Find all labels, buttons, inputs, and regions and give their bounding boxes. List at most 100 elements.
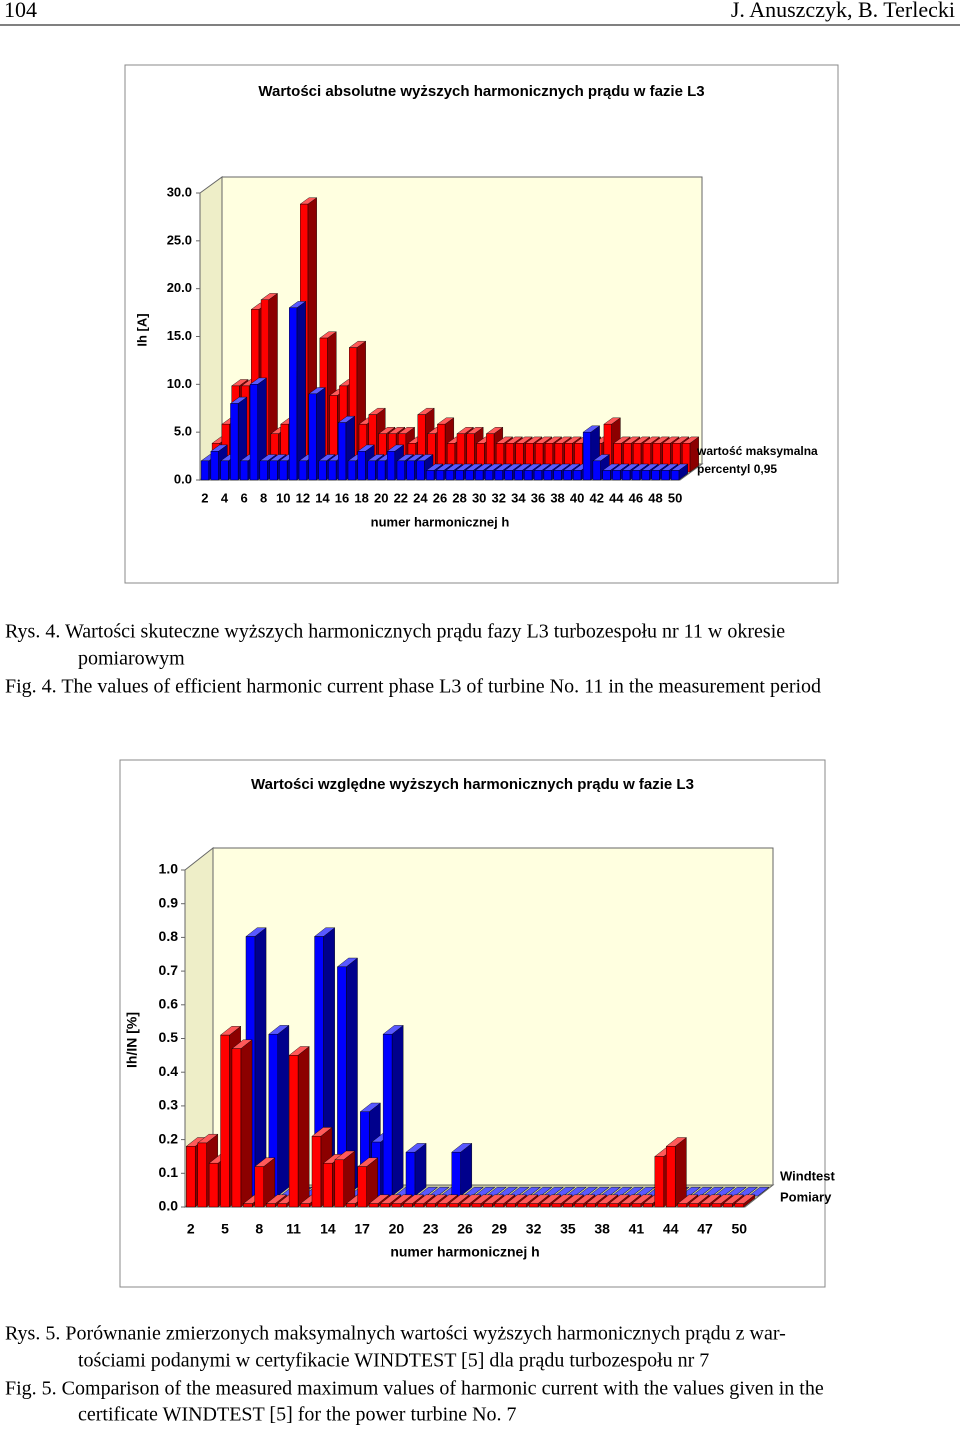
bar [651,470,660,481]
bar [563,470,572,481]
bar [483,1203,493,1208]
bar [269,460,278,481]
x-tick-label: 46 [629,490,643,505]
bar [243,1203,253,1208]
bar [734,1203,744,1208]
caption-line: certificate WINDTEST [5] for the power t… [78,1404,517,1426]
x-tick-label: 44 [609,490,624,505]
caption-line: tościami podanymi w certyfikacie WINDTES… [78,1350,709,1372]
bar [608,1203,619,1208]
bar [200,460,209,481]
bar [249,384,258,481]
bar [677,1203,687,1208]
bar [328,460,337,481]
bar [448,1203,459,1208]
bar [666,1146,676,1208]
bar [528,1203,539,1208]
bar [543,470,552,481]
bar [620,1203,630,1208]
bar [323,1162,333,1208]
x-tick-label: 12 [296,490,310,505]
x-tick-label: 42 [590,490,604,505]
bar [460,1203,470,1208]
bar [533,470,542,481]
bar [406,460,415,481]
bar [524,470,533,481]
bar [506,1203,516,1208]
y-tick-label: 20.0 [167,280,192,295]
bar [455,470,464,481]
x-tick-label: 6 [240,490,247,505]
bar [451,1151,461,1197]
bar [318,460,327,481]
bar [494,470,503,481]
bar [197,1142,207,1208]
bar [643,1203,653,1208]
bar [279,460,288,481]
bar [357,1166,367,1208]
caption-line: pomiarowym [78,648,185,670]
bar [711,1203,722,1208]
y-tick-label: 10.0 [167,376,192,391]
bar [700,1203,710,1208]
bar [641,470,650,481]
bar [288,1055,299,1208]
bar [597,1203,607,1208]
y-tick-label: 0.2 [159,1130,179,1146]
x-tick-label: 2 [201,490,208,505]
legend-entry: Pomiary [780,1189,832,1204]
bar-side [254,927,267,1197]
x-tick-label: 40 [570,490,584,505]
y-tick-label: 0.3 [159,1097,179,1113]
bar [631,1203,642,1208]
bar [334,1159,344,1208]
bar [414,1203,424,1208]
bar [416,460,425,481]
bar [405,1151,416,1197]
legend-entry: Windtest [780,1168,835,1183]
bar [612,470,621,481]
bar [540,1203,550,1208]
caption-line: Rys. 4. Wartości skuteczne wyższych harm… [5,621,785,643]
bar [631,470,640,481]
bar [186,1146,196,1208]
authors: J. Anuszczyk, B. Terlecki [731,0,955,22]
chart-title: Wartości absolutne wyższych harmonicznyc… [258,83,704,100]
x-tick-label: 50 [668,490,682,505]
bar [308,393,317,481]
y-tick-label: 5.0 [174,424,192,439]
x-tick-label: 24 [413,490,428,505]
legend-entry: wartość maksymalna [696,444,818,458]
x-tick-label: 30 [472,490,486,505]
bar [382,1034,393,1197]
y-tick-label: 30.0 [167,184,192,199]
bar [517,1203,527,1208]
bar-side [391,1024,404,1197]
bar [688,1203,699,1208]
x-tick-label: 26 [457,1221,473,1237]
bar [661,470,670,481]
bar-side [414,1142,427,1197]
bar [622,470,631,481]
bar [494,1203,504,1208]
bar [368,1203,379,1208]
bar [465,470,474,481]
bar [300,1203,310,1208]
bar [289,307,298,481]
x-tick-label: 50 [731,1221,747,1237]
y-tick-label: 0.6 [159,996,179,1012]
bar [475,470,484,481]
x-tick-label: 10 [276,490,290,505]
bar [514,470,523,481]
bar [338,422,347,481]
caption-line: Fig. 4. The values of efficient harmonic… [5,676,821,698]
x-tick-label: 4 [221,490,229,505]
x-tick-label: 14 [315,490,330,505]
x-tick-label: 32 [492,490,506,505]
y-axis-label: Ih [A] [134,313,149,346]
x-axis-label: numer harmonicznej h [371,514,510,529]
bar [445,470,454,481]
bar [240,460,249,481]
bar [391,1203,402,1208]
bar [471,1203,482,1208]
